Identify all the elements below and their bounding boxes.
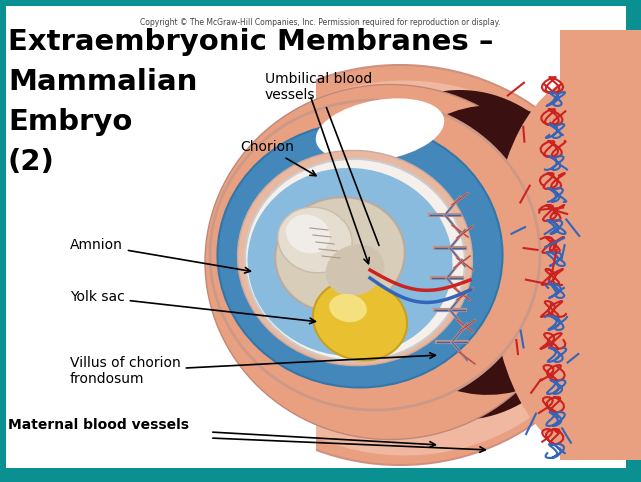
Ellipse shape [197, 80, 613, 455]
Text: Villus of chorion
frondosum: Villus of chorion frondosum [70, 353, 435, 386]
Text: Extraembryonic Membranes –: Extraembryonic Membranes – [8, 28, 494, 56]
Ellipse shape [286, 214, 330, 254]
Ellipse shape [245, 159, 465, 361]
Ellipse shape [217, 122, 503, 388]
Ellipse shape [278, 207, 352, 273]
Text: Mammalian: Mammalian [8, 68, 197, 96]
Text: Copyright © The McGraw-Hill Companies, Inc. Permission required for reproduction: Copyright © The McGraw-Hill Companies, I… [140, 18, 500, 27]
Text: Umbilical blood
vessels: Umbilical blood vessels [265, 72, 379, 245]
Text: (2): (2) [8, 148, 55, 176]
Ellipse shape [275, 197, 404, 313]
Text: Maternal blood vessels: Maternal blood vessels [8, 418, 189, 432]
Ellipse shape [210, 100, 540, 410]
Ellipse shape [238, 150, 472, 365]
FancyBboxPatch shape [6, 6, 626, 468]
Text: Amnion: Amnion [70, 238, 251, 273]
Text: Yolk sac: Yolk sac [70, 290, 315, 323]
Ellipse shape [326, 244, 385, 295]
Ellipse shape [313, 280, 407, 361]
FancyBboxPatch shape [560, 30, 641, 460]
Text: Chorion: Chorion [240, 140, 316, 175]
Ellipse shape [329, 294, 367, 322]
Ellipse shape [320, 90, 600, 420]
Ellipse shape [180, 65, 620, 465]
Ellipse shape [360, 105, 620, 395]
Ellipse shape [316, 98, 444, 161]
Ellipse shape [247, 168, 453, 356]
Text: Embryo: Embryo [8, 108, 133, 136]
Ellipse shape [490, 75, 641, 455]
FancyBboxPatch shape [6, 6, 316, 466]
Ellipse shape [205, 84, 575, 440]
